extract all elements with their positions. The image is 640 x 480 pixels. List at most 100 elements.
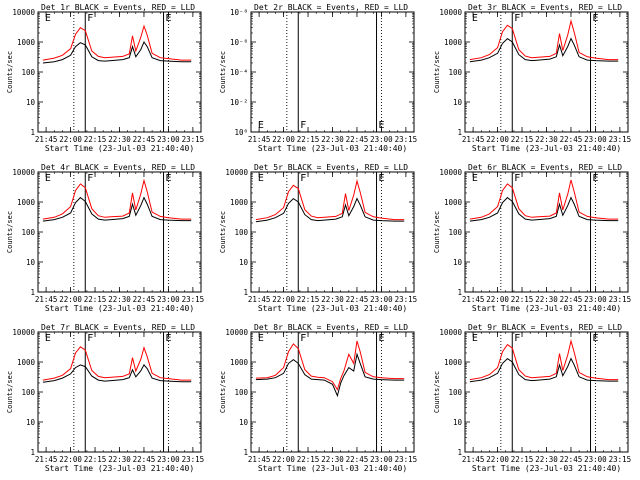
series-events xyxy=(42,364,192,383)
y-tick-label: 10 xyxy=(26,258,36,267)
marker-label: F xyxy=(514,173,520,184)
x-tick-label: 22:30 xyxy=(535,295,558,304)
x-tick-label: 22:15 xyxy=(297,135,320,144)
series-events xyxy=(255,352,405,398)
x-tick-label: 22:45 xyxy=(346,135,369,144)
x-tick-label: 23:15 xyxy=(609,135,632,144)
x-tick-label: 22:15 xyxy=(511,455,534,464)
x-tick-label: 22:15 xyxy=(84,135,107,144)
plot-frame xyxy=(464,11,629,133)
y-tick-label: 10⁻⁸ xyxy=(230,8,248,17)
y-tick-label: 10 xyxy=(239,258,249,267)
x-tick-label: 22:45 xyxy=(133,455,156,464)
y-tick-label: 10 xyxy=(453,418,463,427)
panel-title: Det 8r BLACK = Events, RED = LLD xyxy=(254,323,408,332)
marker-label: E xyxy=(379,120,385,131)
y-tick-label: 10⁻² xyxy=(230,98,248,107)
marker-label: E xyxy=(258,173,264,184)
x-tick-label: 22:45 xyxy=(133,135,156,144)
plot-frame xyxy=(250,11,415,133)
plot-frame xyxy=(250,171,415,293)
x-tick-label: 23:15 xyxy=(182,455,205,464)
x-axis-label: Start Time (23-Jul-03 21:40:40) xyxy=(45,144,194,153)
x-tick-label: 22:30 xyxy=(535,455,558,464)
series-lld xyxy=(255,340,405,391)
series-lld xyxy=(469,19,619,61)
y-tick-label: 10 xyxy=(26,98,36,107)
panel-det-5: Det 5r BLACK = Events, RED = LLD 1 10 100 10… xyxy=(219,163,417,313)
y-axis-label: Counts/sec xyxy=(6,371,14,413)
plot-frame xyxy=(37,171,202,293)
x-tick-label: 22:00 xyxy=(272,455,295,464)
marker-label: E xyxy=(258,120,264,131)
panel-title: Det 2r BLACK = Events, RED = LLD xyxy=(254,3,408,12)
x-tick-label: 22:15 xyxy=(511,135,534,144)
y-tick-label: 10000 xyxy=(12,328,35,337)
y-axis-label: Counts/sec xyxy=(433,211,441,253)
marker-label: F xyxy=(300,120,306,131)
marker-label: E xyxy=(166,173,172,184)
x-axis-label: Start Time (23-Jul-03 21:40:40) xyxy=(258,464,407,473)
x-tick-label: 22:00 xyxy=(486,455,509,464)
y-tick-label: 10000 xyxy=(12,168,35,177)
panel-title: Det 1r BLACK = Events, RED = LLD xyxy=(41,3,195,12)
x-tick-label: 22:30 xyxy=(108,295,131,304)
y-tick-label: 10 xyxy=(453,258,463,267)
x-tick-label: 23:15 xyxy=(395,135,418,144)
x-tick-label: 23:00 xyxy=(584,295,607,304)
plot-frame xyxy=(464,331,629,453)
panel-det-8: Det 8r BLACK = Events, RED = LLD 1 10 100 10… xyxy=(219,323,417,473)
x-tick-label: 21:45 xyxy=(35,135,58,144)
series-events xyxy=(469,357,619,383)
x-tick-label: 22:45 xyxy=(346,295,369,304)
x-tick-label: 23:15 xyxy=(395,455,418,464)
x-tick-label: 22:00 xyxy=(486,135,509,144)
x-tick-label: 22:45 xyxy=(346,455,369,464)
y-tick-label: 1000 xyxy=(17,358,36,367)
marker-label: E xyxy=(45,13,51,24)
x-tick-label: 21:45 xyxy=(35,295,58,304)
y-tick-label: 1000 xyxy=(444,198,463,207)
y-tick-label: 100 xyxy=(21,228,35,237)
y-tick-label: 10000 xyxy=(439,328,462,337)
y-tick-label: 1 xyxy=(243,448,248,457)
y-tick-label: 100 xyxy=(448,388,462,397)
y-axis-label: Counts/sec xyxy=(6,51,14,93)
y-tick-label: 1000 xyxy=(230,198,249,207)
x-axis-label: Start Time (23-Jul-03 21:40:40) xyxy=(45,464,194,473)
x-tick-label: 22:15 xyxy=(511,295,534,304)
marker-label: E xyxy=(166,333,172,344)
marker-label: F xyxy=(514,13,520,24)
marker-label: E xyxy=(593,333,599,344)
x-axis-label: Start Time (23-Jul-03 21:40:40) xyxy=(258,304,407,313)
x-axis-label: Start Time (23-Jul-03 21:40:40) xyxy=(258,144,407,153)
x-tick-label: 22:15 xyxy=(297,455,320,464)
panel-det-7: Det 7r BLACK = Events, RED = LLD 1 10 100 10… xyxy=(6,323,204,473)
series-lld xyxy=(42,178,192,220)
y-tick-label: 10⁰ xyxy=(234,128,248,137)
plot-frame xyxy=(37,331,202,453)
y-tick-label: 100 xyxy=(21,68,35,77)
x-tick-label: 22:15 xyxy=(84,295,107,304)
y-tick-label: 1000 xyxy=(444,38,463,47)
marker-label: E xyxy=(379,173,385,184)
x-tick-label: 23:15 xyxy=(182,295,205,304)
x-tick-label: 23:15 xyxy=(609,455,632,464)
y-tick-label: 100 xyxy=(234,228,248,237)
y-tick-label: 1000 xyxy=(230,358,249,367)
x-tick-label: 21:45 xyxy=(248,295,271,304)
panel-det-1: Det 1r BLACK = Events, RED = LLD 1 10 100 10… xyxy=(6,3,204,153)
y-tick-label: 1 xyxy=(30,128,35,137)
x-tick-label: 22:00 xyxy=(59,135,82,144)
y-tick-label: 10000 xyxy=(225,168,248,177)
plot-frame xyxy=(464,171,629,293)
x-tick-label: 23:00 xyxy=(370,455,393,464)
series-events xyxy=(469,196,619,222)
x-axis-label: Start Time (23-Jul-03 21:40:40) xyxy=(472,464,621,473)
x-tick-label: 22:00 xyxy=(272,295,295,304)
x-axis-label: Start Time (23-Jul-03 21:40:40) xyxy=(45,304,194,313)
series-lld xyxy=(42,346,192,381)
y-tick-label: 10000 xyxy=(12,8,35,17)
panel-title: Det 5r BLACK = Events, RED = LLD xyxy=(254,163,408,172)
